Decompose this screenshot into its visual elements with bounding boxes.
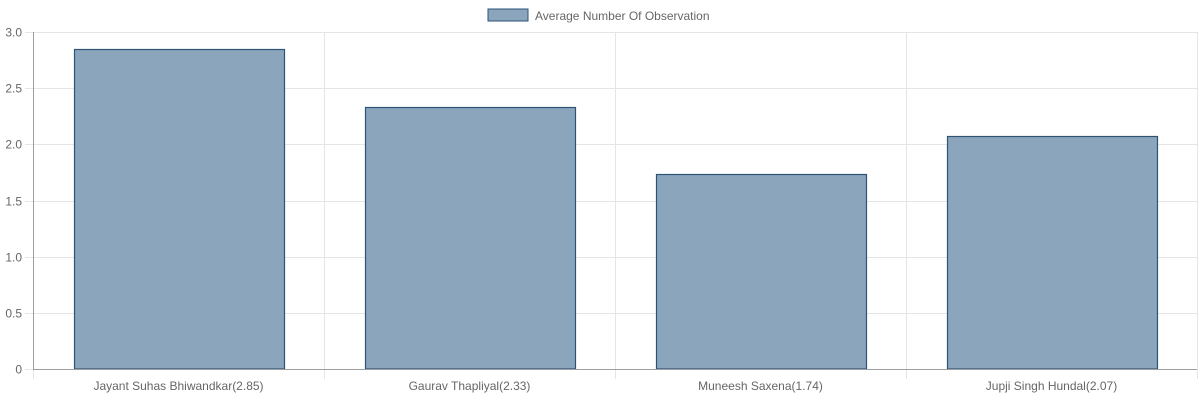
bar[interactable] xyxy=(655,173,868,370)
bar[interactable] xyxy=(946,135,1159,370)
y-axis-tick-labels: 0 0.5 1.0 1.5 2.0 2.5 3.0 xyxy=(5,26,22,377)
y-tick-label: 1.0 xyxy=(5,251,22,265)
y-tick-label: 1.5 xyxy=(5,195,22,209)
y-tick-label: 3.0 xyxy=(5,26,22,40)
legend[interactable]: Average Number Of Observation xyxy=(487,8,710,23)
x-axis-tick-labels: Jayant Suhas Bhiwandkar(2.85) Gaurav Thap… xyxy=(93,379,1117,393)
legend-swatch xyxy=(487,8,529,22)
y-tick-label: 2.0 xyxy=(5,138,22,152)
x-tick-label: Jayant Suhas Bhiwandkar(2.85) xyxy=(93,379,263,393)
y-tick-label: 2.5 xyxy=(5,82,22,96)
y-tick-label: 0 xyxy=(15,363,22,377)
x-tick-label: Muneesh Saxena(1.74) xyxy=(698,379,823,393)
bars xyxy=(73,48,1159,370)
y-tick-label: 0.5 xyxy=(5,307,22,321)
legend-label: Average Number Of Observation xyxy=(535,9,710,23)
x-tick-label: Jupji Singh Hundal(2.07) xyxy=(986,379,1117,393)
x-tick-label: Gaurav Thapliyal(2.33) xyxy=(409,379,531,393)
axes xyxy=(33,32,1197,370)
bar[interactable] xyxy=(364,106,577,370)
bar[interactable] xyxy=(73,48,286,370)
